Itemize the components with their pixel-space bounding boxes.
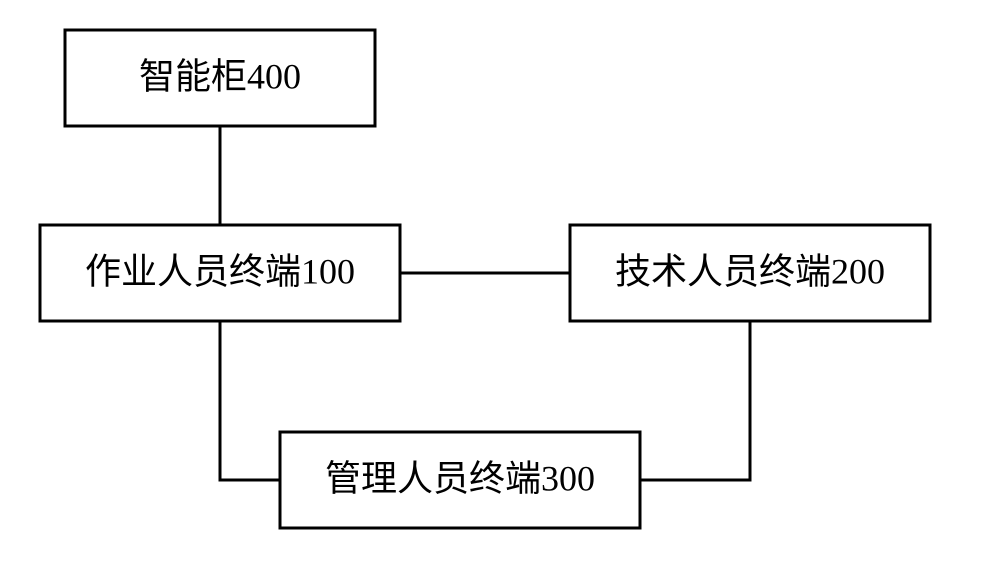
edge-operator-manager — [220, 321, 280, 480]
node-label-operator: 作业人员终端100 — [85, 251, 355, 291]
node-label-manager: 管理人员终端300 — [325, 458, 595, 498]
node-label-tech: 技术人员终端200 — [615, 251, 885, 291]
system-flowchart: 智能柜400 作业人员终端100 技术人员终端200 管理人员终端300 — [0, 0, 1000, 569]
node-manager: 管理人员终端300 — [280, 432, 640, 528]
node-cabinet: 智能柜400 — [65, 30, 375, 126]
node-tech: 技术人员终端200 — [570, 225, 930, 321]
node-label-cabinet: 智能柜400 — [139, 56, 301, 96]
edge-tech-manager — [640, 321, 750, 480]
node-operator: 作业人员终端100 — [40, 225, 400, 321]
nodes-layer: 智能柜400 作业人员终端100 技术人员终端200 管理人员终端300 — [40, 30, 930, 528]
